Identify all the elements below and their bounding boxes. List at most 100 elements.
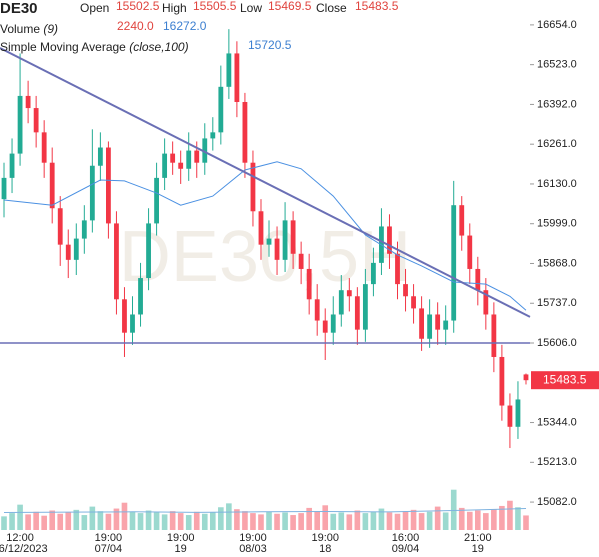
x-tick-label: 21:00	[464, 532, 492, 544]
candle-body	[17, 95, 23, 154]
volume-bar	[57, 513, 64, 530]
volume-bar	[483, 513, 489, 530]
x-tick-label: 19:00	[95, 532, 123, 544]
x-tick-label: 19:00	[167, 532, 195, 544]
candle-body	[371, 262, 376, 285]
candle-body	[354, 296, 360, 330]
candle-body	[419, 308, 424, 339]
candle-body	[362, 284, 368, 330]
plot	[0, 29, 531, 530]
volume-bar	[41, 515, 47, 530]
volume-bar	[266, 511, 272, 530]
y-tick-label: 16523.0	[537, 59, 577, 71]
x-tick-date: 06/12/2023	[0, 543, 48, 555]
volume-bar	[25, 514, 31, 530]
volume-bar	[169, 511, 176, 530]
candle-body	[467, 235, 473, 269]
volume-bar	[346, 514, 353, 530]
volume-bar	[250, 513, 256, 530]
x-tick-date: 19	[472, 543, 484, 555]
volume-bar	[458, 507, 465, 530]
candle-body	[330, 314, 336, 333]
volume-bar	[226, 503, 232, 530]
volume-bar	[298, 513, 304, 530]
candle-body	[234, 53, 240, 102]
y-tick-label: 15999.0	[537, 218, 577, 230]
y-tick-label: 15868.0	[537, 257, 577, 269]
x-tick-label: 16:00	[392, 532, 420, 544]
volume-bar	[330, 513, 337, 530]
indicator-value: 2240.0	[117, 19, 154, 33]
candle-body	[459, 205, 465, 236]
candle-body	[346, 290, 352, 297]
candle-body	[507, 405, 513, 427]
candle-body	[130, 314, 135, 333]
candle-body	[170, 153, 176, 163]
ohlc-label: High	[162, 1, 187, 15]
candle-body	[97, 147, 103, 166]
indicator-value: 15720.5	[248, 38, 292, 52]
indicator-name: Simple Moving Average	[0, 40, 126, 54]
candle-body	[226, 53, 232, 87]
volume-bar	[137, 513, 144, 530]
x-tick-date: 18	[319, 543, 331, 555]
volume-bar	[9, 513, 15, 530]
candle-body	[314, 299, 320, 321]
y-tick-label: 16261.0	[537, 138, 577, 150]
candle-body	[218, 86, 224, 133]
volume-bar	[466, 511, 473, 530]
y-tick-label: 15082.0	[537, 496, 577, 508]
candle-body	[322, 320, 328, 333]
candle-body	[122, 299, 127, 333]
x-tick-date: 08/03	[239, 543, 267, 555]
volume-bar	[306, 507, 312, 530]
candle-body	[81, 220, 87, 239]
indicator-value: 16272.0	[163, 19, 207, 33]
symbol: DE30	[0, 0, 38, 17]
volume-bar	[499, 505, 505, 530]
candle-body	[475, 268, 481, 291]
candle-body	[387, 226, 392, 254]
volume-bar	[450, 489, 457, 530]
volume-bar	[370, 511, 377, 530]
volume-bar	[209, 512, 216, 530]
volume-bar	[113, 508, 120, 530]
volume-bar	[201, 513, 208, 530]
volume-bar	[491, 509, 497, 530]
candle-body	[202, 138, 208, 163]
candle-body	[338, 290, 344, 315]
candle-body	[73, 238, 79, 260]
candle-body	[25, 95, 31, 109]
volume-bar	[474, 510, 481, 530]
y-tick-label: 15344.0	[537, 416, 577, 428]
volume-bar	[274, 513, 280, 530]
watermark: DE30,5H	[119, 217, 411, 297]
volume-bar	[65, 512, 72, 530]
candle-body	[41, 132, 47, 163]
candle-body	[523, 374, 529, 381]
volume-bar	[290, 515, 296, 530]
volume-bar	[314, 511, 321, 530]
candle-body	[178, 162, 184, 169]
ohlc-label: Open	[80, 1, 109, 15]
volume-bar	[185, 515, 192, 530]
volume-bar	[258, 514, 264, 530]
volume-bar	[418, 513, 425, 530]
candle-body	[65, 244, 71, 260]
volume-bar	[394, 513, 401, 530]
x-tick-label: 19:00	[311, 532, 339, 544]
candle-body	[395, 253, 400, 285]
volume-bar	[97, 511, 104, 530]
y-tick-label: 15213.0	[537, 456, 577, 468]
volume-bar	[89, 506, 96, 530]
volume-bar	[507, 500, 513, 530]
candle-body	[499, 356, 505, 406]
volume-bar	[386, 512, 393, 530]
last-price-box	[531, 371, 599, 390]
volume-bar	[121, 502, 128, 530]
x-tick-label: 12:00	[6, 532, 34, 544]
y-tick-label: 16654.0	[537, 19, 577, 31]
candle-body	[106, 147, 111, 224]
volume-bar	[161, 514, 168, 530]
volume-bar	[73, 509, 80, 530]
